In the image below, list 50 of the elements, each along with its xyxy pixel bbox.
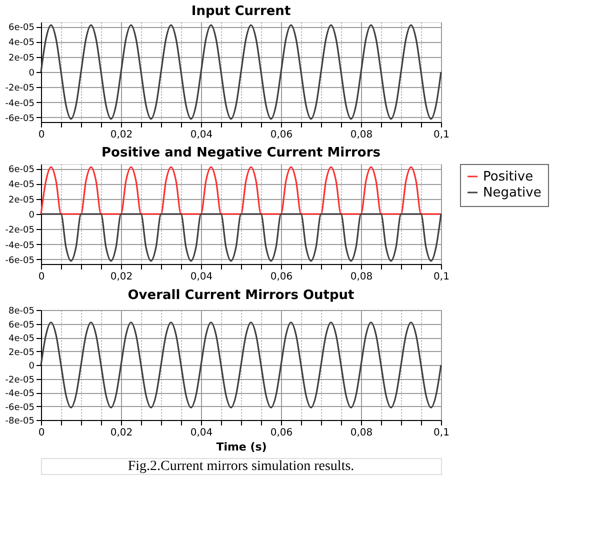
y-tick-label: 4e-05 bbox=[8, 38, 34, 48]
x-tick-label: 0,06 bbox=[270, 428, 293, 438]
x-axis-title: Time (s) bbox=[216, 440, 267, 454]
chart-title: Positive and Negative Current Mirrors bbox=[102, 146, 381, 160]
x-tick-label: 0,06 bbox=[270, 272, 293, 282]
y-tick-label: 2e-05 bbox=[8, 53, 34, 64]
y-tick-label: 0 bbox=[28, 362, 35, 372]
y-tick-label: -2e-05 bbox=[5, 375, 34, 386]
x-tick-label: 0 bbox=[38, 272, 45, 282]
y-tick-label: -8e-05 bbox=[5, 416, 34, 426]
chart-title: Overall Current Mirrors Output bbox=[128, 288, 354, 303]
x-tick-label: 0,08 bbox=[350, 428, 373, 438]
y-tick-label: 6e-05 bbox=[8, 23, 34, 34]
x-tick-label: 0,04 bbox=[190, 428, 213, 438]
line-series bbox=[40, 24, 442, 120]
y-tick-label: -4e-05 bbox=[5, 240, 34, 251]
y-tick-label: 4e-05 bbox=[8, 180, 34, 190]
y-tick-label: -2e-05 bbox=[5, 226, 34, 236]
chart-title: Input Current bbox=[191, 4, 291, 19]
y-tick-label: 0 bbox=[28, 210, 35, 220]
y-tick-label: 0 bbox=[28, 68, 35, 78]
y-tick-label: -6e-05 bbox=[5, 114, 34, 124]
x-tick-label: 0,06 bbox=[270, 130, 293, 140]
y-tick-label: 6e-05 bbox=[8, 165, 34, 176]
y-tick-label: -6e-05 bbox=[5, 256, 34, 266]
x-tick-label: 0,02 bbox=[110, 130, 133, 140]
y-tick-label: -4e-05 bbox=[5, 98, 34, 109]
x-tick-label: 0,1 bbox=[434, 272, 450, 282]
caption: Fig.2.Current mirrors simulation results. bbox=[128, 459, 354, 474]
x-tick-label: 0,1 bbox=[434, 130, 450, 140]
legend-label: Negative bbox=[483, 186, 542, 200]
x-tick-label: 0,02 bbox=[110, 428, 133, 438]
x-tick-label: 0,08 bbox=[350, 130, 373, 140]
legend-label: Positive bbox=[483, 170, 534, 184]
x-tick-label: 0,02 bbox=[110, 272, 133, 282]
x-tick-label: 0 bbox=[38, 428, 45, 438]
x-tick-label: 0,08 bbox=[350, 272, 373, 282]
y-tick-label: 2e-05 bbox=[8, 348, 34, 358]
x-tick-label: 0,04 bbox=[190, 130, 213, 140]
x-tick-label: 0,1 bbox=[434, 428, 450, 438]
x-tick-label: 0,04 bbox=[190, 272, 213, 282]
y-tick-label: -4e-05 bbox=[5, 389, 34, 399]
y-tick-label: 4e-05 bbox=[8, 334, 34, 344]
x-tick-label: 0 bbox=[38, 130, 45, 140]
y-tick-label: -2e-05 bbox=[5, 84, 34, 94]
line-series bbox=[40, 322, 442, 408]
y-tick-label: 6e-05 bbox=[8, 320, 34, 330]
y-tick-label: 8e-05 bbox=[8, 306, 34, 316]
y-tick-label: 2e-05 bbox=[8, 195, 34, 206]
y-tick-label: -6e-05 bbox=[5, 402, 34, 413]
